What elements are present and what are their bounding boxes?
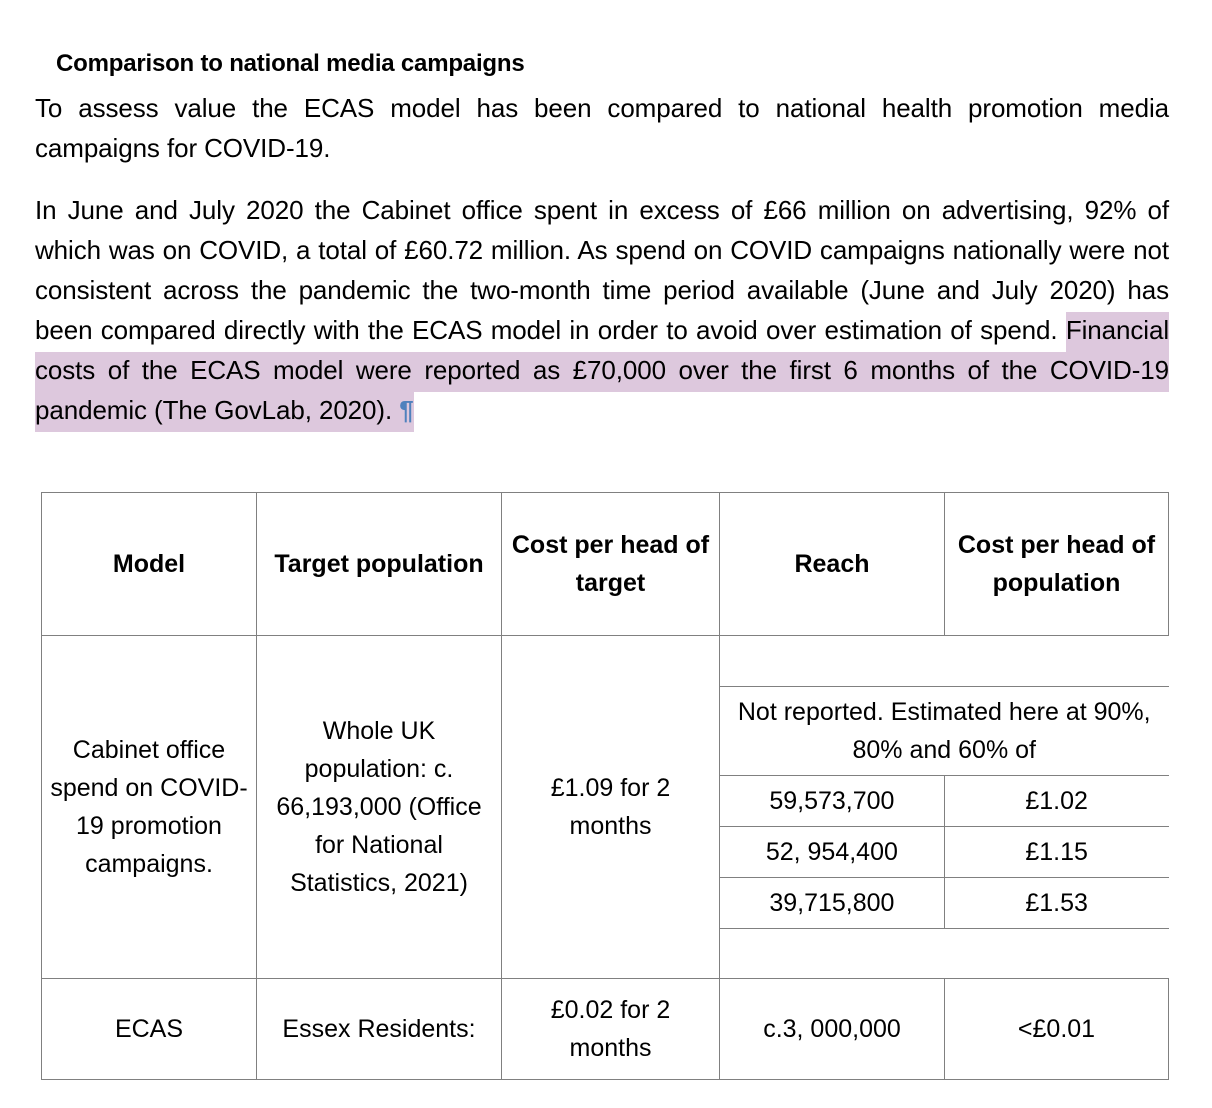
cell-target-population: Essex Residents:	[256, 978, 502, 1080]
cell-reach-group: Not reported. Estimated here at 90%, 80%…	[720, 636, 1169, 979]
cell-reach-value: 52, 954,400	[720, 826, 945, 878]
paragraph-2: In June and July 2020 the Cabinet office…	[35, 190, 1169, 432]
table-row: ECAS Essex Residents: £0.02 for 2 months…	[41, 978, 1169, 1080]
table-header-row: Model Target population Cost per head of…	[41, 492, 1169, 636]
reach-subrow: 39,715,800 £1.53	[720, 877, 1169, 929]
pilcrow-mark: ¶	[399, 392, 414, 432]
cell-model: ECAS	[41, 978, 257, 1080]
reach-subtable: Not reported. Estimated here at 90%, 80%…	[720, 685, 1169, 929]
table-row: Cabinet office spend on COVID-19 promoti…	[41, 635, 1169, 979]
table-body: Cabinet office spend on COVID-19 promoti…	[41, 635, 1169, 1080]
section-heading: Comparison to national media campaigns	[56, 49, 525, 77]
header-target-population: Target population	[256, 492, 502, 636]
cell-target-population: Whole UK population: c. 66,193,000 (Offi…	[256, 635, 502, 979]
cell-cost-per-head-population: <£0.01	[944, 978, 1169, 1080]
cell-reach-value: 59,573,700	[720, 775, 945, 827]
reach-subrow: 59,573,700 £1.02	[720, 775, 1169, 827]
cell-cost-per-head-population: £1.02	[943, 775, 1169, 827]
cell-cost-per-head-target: £0.02 for 2 months	[501, 978, 720, 1080]
reach-subrow: 52, 954,400 £1.15	[720, 826, 1169, 878]
paragraph-1: To assess value the ECAS model has been …	[35, 93, 1169, 163]
cell-cost-per-head-population: £1.53	[943, 877, 1169, 929]
body-text-block: To assess value the ECAS model has been …	[35, 88, 1169, 432]
cell-reach-value: c.3, 000,000	[719, 978, 945, 1080]
cell-cost-per-head-target: £1.09 for 2 months	[501, 635, 720, 979]
cell-cost-per-head-population: £1.15	[943, 826, 1169, 878]
reach-note-row: Not reported. Estimated here at 90%, 80%…	[720, 685, 1169, 776]
header-reach: Reach	[719, 492, 945, 636]
cell-reach-value: 39,715,800	[720, 877, 945, 929]
table-header: Model Target population Cost per head of…	[41, 492, 1169, 636]
header-cost-per-head-population: Cost per head of population	[944, 492, 1169, 636]
comparison-table: Model Target population Cost per head of…	[41, 492, 1169, 1080]
cell-model: Cabinet office spend on COVID-19 promoti…	[41, 635, 257, 979]
header-model: Model	[41, 492, 257, 636]
paragraph-2-plain-text: In June and July 2020 the Cabinet office…	[35, 195, 1169, 345]
header-cost-per-head-target: Cost per head of target	[501, 492, 720, 636]
cell-reach-note: Not reported. Estimated here at 90%, 80%…	[720, 685, 1169, 776]
